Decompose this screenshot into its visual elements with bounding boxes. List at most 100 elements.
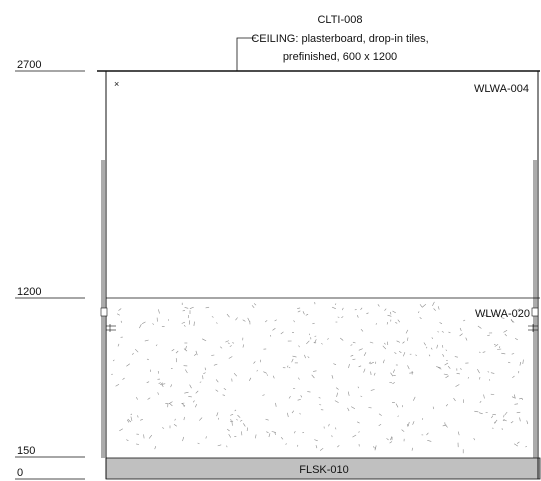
ceiling-description-line1: CEILING: plasterboard, drop-in tiles, (251, 33, 428, 45)
speckle-mark (311, 374, 315, 379)
speckle-mark (526, 420, 529, 425)
speckle-pattern (111, 301, 529, 454)
speckle-mark (215, 379, 219, 383)
speckle-mark (263, 371, 268, 374)
speckle-mark (491, 415, 494, 419)
speckle-mark (266, 431, 269, 433)
speckle-mark (291, 358, 294, 363)
speckle-mark (378, 413, 382, 416)
speckle-mark (333, 363, 337, 365)
speckle-mark (297, 399, 301, 401)
speckle-mark (195, 350, 198, 356)
speckle-mark (386, 322, 388, 325)
speckle-mark (342, 307, 344, 311)
speckle-mark (229, 345, 232, 347)
speckle-mark (378, 424, 382, 426)
speckle-mark (302, 311, 305, 315)
speckle-mark (152, 323, 155, 325)
speckle-mark (242, 344, 245, 348)
speckle-mark (266, 374, 268, 376)
speckle-mark (155, 344, 158, 347)
speckle-mark (185, 369, 188, 374)
left-jamb (100, 160, 116, 458)
speckle-mark (319, 447, 324, 451)
speckle-mark (300, 395, 303, 398)
speckle-mark (503, 419, 507, 422)
speckle-mark (116, 313, 120, 316)
speckle-mark (181, 402, 185, 404)
speckle-mark (235, 317, 238, 321)
level-label-0: 0 (17, 467, 23, 479)
speckle-mark (335, 387, 339, 390)
speckle-mark (384, 342, 386, 345)
speckle-mark (126, 419, 130, 423)
speckle-mark (181, 403, 186, 407)
speckle-mark (390, 436, 393, 441)
speckle-mark (516, 441, 520, 444)
speckle-mark (223, 387, 227, 391)
speckle-mark (525, 446, 527, 448)
speckle-mark (370, 371, 372, 375)
speckle-mark (246, 427, 248, 432)
speckle-mark (226, 313, 230, 318)
speckle-mark (305, 313, 309, 316)
level-label-150: 150 (17, 445, 35, 457)
speckle-mark (203, 372, 206, 374)
speckle-mark (120, 320, 123, 323)
speckle-mark (184, 307, 189, 309)
speckle-mark (193, 353, 197, 356)
speckle-mark (436, 344, 438, 349)
speckle-mark (297, 307, 301, 309)
speckle-mark (213, 363, 218, 366)
speckle-mark (148, 434, 153, 439)
speckle-mark (233, 372, 238, 377)
speckle-mark (192, 400, 195, 403)
speckle-mark (432, 406, 435, 410)
speckle-mark (384, 308, 387, 311)
speckle-mark (237, 414, 241, 418)
speckle-mark (504, 333, 507, 337)
speckle-mark (382, 345, 387, 350)
speckle-mark (392, 310, 396, 314)
lower-wall-panel (106, 298, 540, 458)
speckle-mark (479, 376, 481, 380)
speckle-mark (412, 421, 415, 425)
speckle-mark (459, 327, 462, 332)
speckle-mark (358, 348, 363, 351)
speckle-mark (337, 316, 340, 318)
speckle-mark (514, 394, 516, 399)
speckle-mark (519, 361, 522, 366)
speckle-mark (175, 358, 177, 363)
speckle-mark (517, 308, 521, 311)
speckle-mark (199, 381, 202, 383)
speckle-mark (228, 433, 232, 438)
speckle-mark (271, 431, 276, 433)
speckle-mark (199, 417, 203, 421)
speckle-mark (306, 340, 310, 345)
ceiling-code: CLTI-008 (317, 14, 362, 26)
upper-wall-label: WLWA-004 (474, 83, 529, 95)
speckle-mark (184, 391, 189, 394)
speckle-mark (482, 351, 486, 353)
speckle-mark (483, 315, 489, 317)
speckle-mark (146, 381, 150, 383)
speckle-mark (473, 437, 476, 441)
speckle-mark (503, 330, 508, 333)
speckle-mark (444, 362, 449, 366)
speckle-mark (437, 366, 442, 370)
speckle-mark (439, 322, 443, 324)
speckle-mark (228, 356, 233, 359)
speckle-mark (242, 319, 246, 322)
speckle-mark (426, 432, 429, 436)
speckle-mark (351, 406, 356, 410)
speckle-mark (183, 324, 186, 327)
speckle-mark (157, 392, 159, 395)
speckle-mark (222, 394, 226, 396)
speckle-mark (347, 391, 350, 396)
speckle-mark (171, 349, 175, 352)
speckle-mark (398, 350, 402, 353)
speckle-mark (494, 421, 496, 424)
speckle-mark (407, 365, 410, 370)
speckle-mark (363, 352, 367, 357)
